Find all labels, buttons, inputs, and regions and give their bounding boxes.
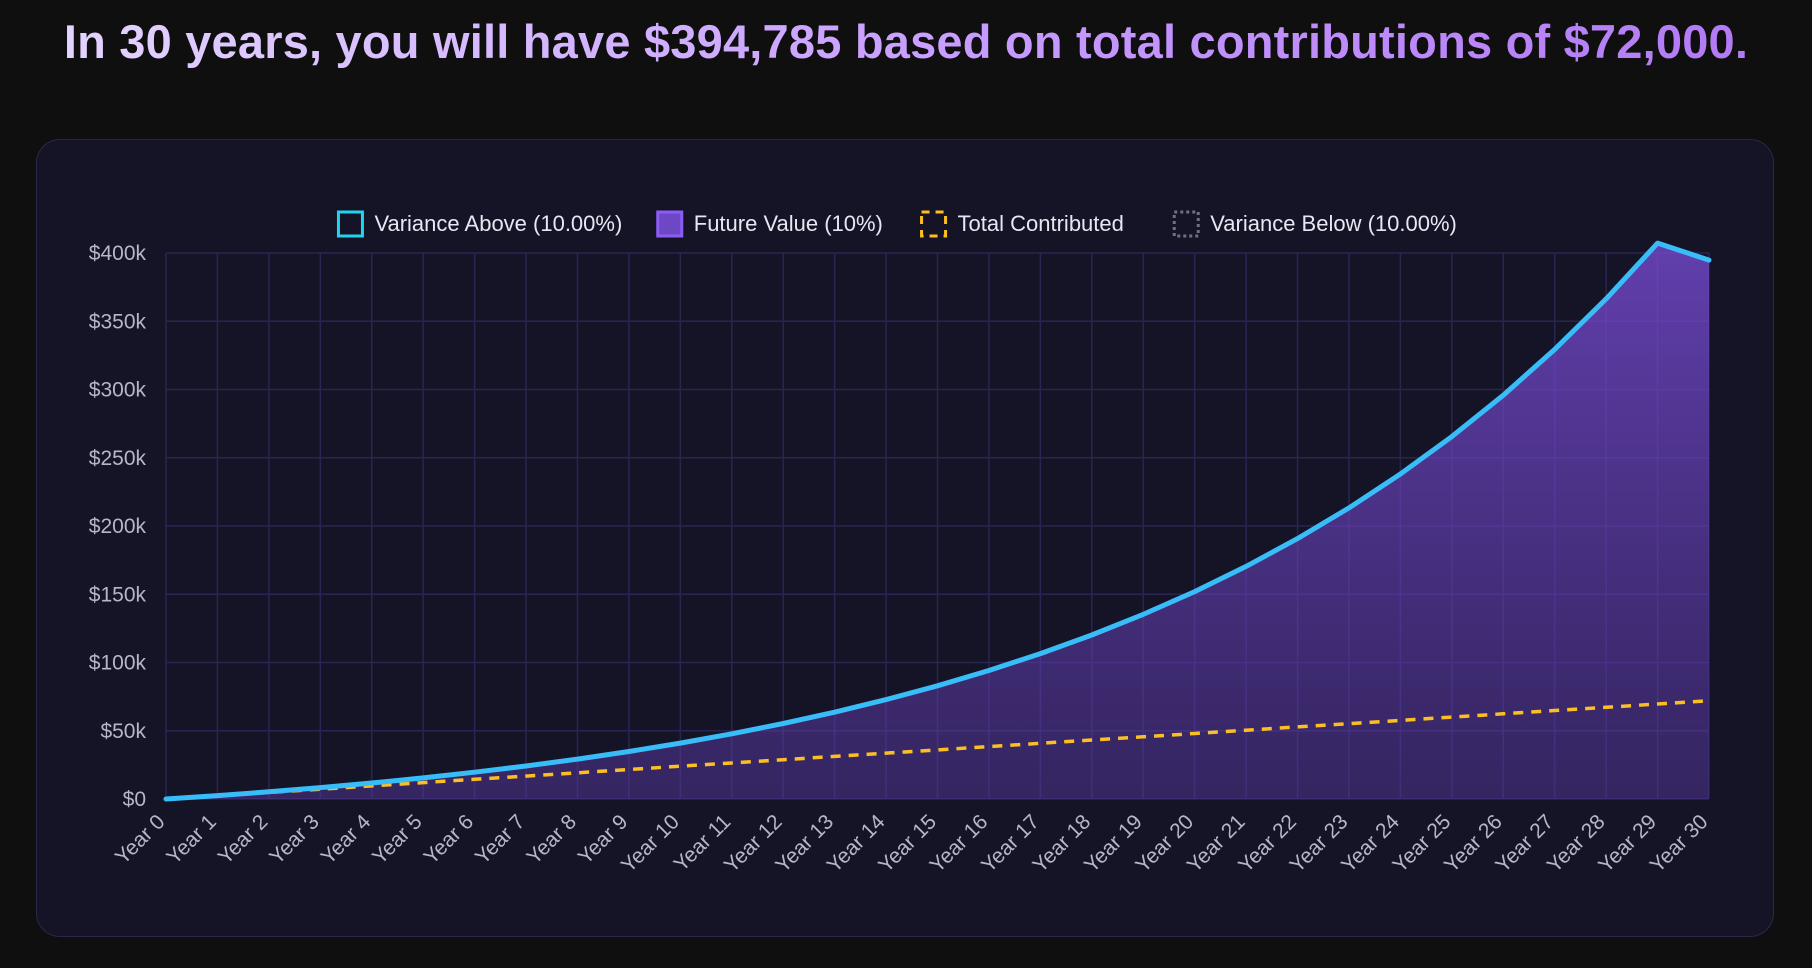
y-tick-label: $300k: [89, 379, 147, 402]
x-tick-label: Year 3: [265, 810, 324, 869]
y-tick-label: $350k: [89, 310, 147, 333]
x-tick-label: Year 10: [617, 810, 684, 877]
x-tick-label: Year 7: [471, 810, 530, 869]
x-tick-label: Year 2: [214, 810, 273, 869]
chart-card: $0 $50k $100k $150k $200k $250k $300k $350k $400…: [36, 139, 1774, 937]
plot-area: [163, 240, 1712, 802]
growth-chart: $0 $50k $100k $150k $200k $250k $300k $350k $400…: [89, 210, 1713, 877]
legend-item[interactable]: Variance Below (10.00%): [1172, 210, 1457, 238]
x-tick-label: Year 4: [317, 810, 376, 869]
x-tick-label: Year 30: [1646, 810, 1713, 877]
x-tick-label: Year 0: [111, 810, 170, 869]
legend-swatch: [1172, 210, 1200, 238]
x-tick-label: Year 6: [419, 810, 478, 869]
y-tick-label: $50k: [100, 720, 146, 743]
y-tick-label: $250k: [89, 447, 147, 470]
legend: Variance Above (10.00%) Future Value (10%…: [336, 210, 1457, 238]
future-value-area: [166, 243, 1709, 800]
legend-label: Variance Below (10.00%): [1210, 211, 1457, 236]
legend-item[interactable]: Variance Above (10.00%): [336, 210, 622, 238]
legend-swatch: [336, 210, 364, 238]
legend-label: Variance Above (10.00%): [374, 211, 622, 236]
y-tick-label: $100k: [89, 652, 147, 675]
legend-swatch: [920, 210, 948, 238]
x-tick-label: Year 1: [162, 810, 221, 869]
y-tick-label: $150k: [89, 583, 147, 606]
headline: In 30 years, you will have $394,785 base…: [0, 14, 1812, 69]
x-tick-label: Year 8: [522, 810, 581, 869]
legend-item[interactable]: Total Contributed: [920, 210, 1124, 238]
legend-swatch: [656, 210, 684, 238]
legend-label: Total Contributed: [958, 211, 1124, 236]
headline-text: In 30 years, you will have $394,785 base…: [63, 15, 1749, 68]
future-value-line: [163, 240, 1712, 802]
legend-item[interactable]: Future Value (10%): [656, 210, 883, 238]
y-tick-label: $0: [123, 788, 146, 811]
legend-label: Future Value (10%): [694, 211, 883, 236]
x-tick-label: Year 5: [368, 810, 427, 869]
total-contributed-line: [165, 698, 1710, 801]
y-tick-label: $400k: [89, 242, 147, 265]
y-tick-label: $200k: [89, 515, 147, 538]
